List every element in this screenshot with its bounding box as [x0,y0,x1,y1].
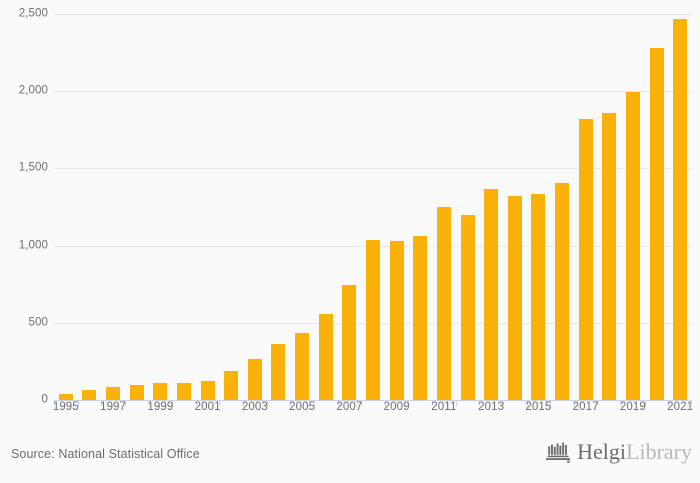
bar[interactable] [129,384,144,400]
bar[interactable] [318,313,333,400]
x-tick-mark [219,400,221,406]
axis-baseline [54,400,692,401]
bar[interactable] [413,235,428,400]
bar[interactable] [153,383,168,400]
x-tick-mark [597,400,599,406]
gridline [54,91,692,93]
x-tick-mark [337,400,339,406]
x-tick-label: 2019 [619,401,646,413]
x-axis: 1995 1997 1999 2001 2003 2005 2007 2009 2011 2013… [52,401,694,422]
x-tick-mark [432,400,434,406]
bar[interactable] [673,18,688,400]
x-tick-mark [502,400,504,406]
x-axis-ticks [54,400,692,406]
x-tick-mark [550,400,552,406]
y-tick-label: 0 [41,393,48,406]
plot-area [54,14,692,406]
y-tick-label: 2,500 [18,7,48,20]
x-tick-mark [361,400,363,406]
y-tick-label: 2,000 [18,84,48,97]
helgi-library-logo[interactable]: HelgiLibrary [545,440,692,464]
bar[interactable] [342,284,357,400]
bar[interactable] [555,183,570,400]
x-tick-mark [290,400,292,406]
gridline [54,14,692,15]
x-tick-label: 2017 [572,401,599,413]
bar[interactable] [602,112,617,400]
bar[interactable] [176,383,191,400]
x-tick-label: 2001 [194,401,221,413]
x-tick-label: 2009 [383,401,410,413]
bar[interactable] [82,390,97,400]
x-tick-mark [101,400,103,406]
library-building-icon [545,440,571,464]
x-tick-label: 1997 [100,401,127,413]
bar[interactable] [366,239,380,400]
bar[interactable] [484,189,499,400]
bar[interactable] [200,381,215,400]
x-tick-label: 2003 [241,401,268,413]
bar[interactable] [507,196,522,400]
bar[interactable] [271,344,286,400]
x-tick-mark [621,400,623,406]
x-tick-mark [691,400,692,406]
x-tick-mark [644,400,646,406]
x-tick-mark [526,400,528,406]
brand-helgi: Helgi [577,439,627,464]
bar[interactable] [389,240,404,400]
x-tick-mark [668,400,670,406]
bar[interactable] [625,91,640,400]
bar[interactable] [295,332,310,400]
chart-footer: Source: National Statistical Office [0,425,700,483]
bars-series [54,14,692,400]
x-tick-mark [384,400,386,406]
x-tick-mark [148,400,150,406]
bar[interactable] [531,193,546,400]
bar[interactable] [106,387,121,400]
y-tick-label: 1,500 [18,161,48,174]
x-tick-mark [408,400,410,406]
x-tick-mark [77,400,79,406]
y-tick-label: 500 [28,316,48,329]
bar[interactable] [58,393,73,400]
x-tick-label: 2007 [336,401,363,413]
x-tick-label: 2015 [525,401,552,413]
x-tick-label: 1995 [52,401,79,413]
x-tick-mark [195,400,197,406]
bar[interactable] [578,119,593,400]
x-tick-label: 2011 [431,401,457,413]
bar[interactable] [247,359,262,400]
x-tick-mark [313,400,315,406]
x-tick-label: 2005 [289,401,316,413]
x-tick-mark [266,400,268,406]
x-tick-label: 1999 [147,401,174,413]
x-tick-mark [124,400,126,406]
x-tick-mark [573,400,575,406]
bar[interactable] [224,370,239,400]
bar[interactable] [649,48,664,400]
brand-library: Library [626,439,692,464]
chart-plot-wrapper: 0 500 1,000 1,500 2,000 2,500 1995 1997 1999 200… [0,0,694,425]
x-tick-label: 2013 [478,401,505,413]
y-tick-label: 1,000 [18,238,48,251]
bar[interactable] [436,207,451,400]
bar[interactable] [460,215,475,400]
x-tick-mark [479,400,481,406]
source-label: Source: National Statistical Office [11,447,200,461]
x-tick-mark [172,400,174,406]
x-tick-mark [455,400,457,406]
gridline [54,168,692,170]
x-tick-mark [243,400,245,406]
x-tick-mark [54,400,55,406]
brand-wordmark: HelgiLibrary [577,441,692,463]
x-tick-label: 2021 [667,401,694,413]
y-axis: 0 500 1,000 1,500 2,000 2,500 [0,0,48,425]
